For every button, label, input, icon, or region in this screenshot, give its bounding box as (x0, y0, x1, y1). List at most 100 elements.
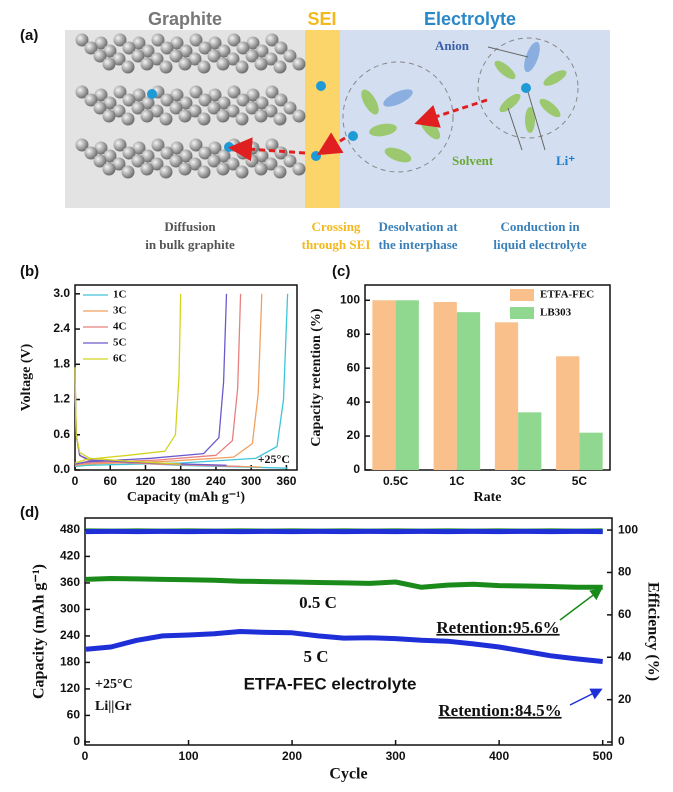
graphite-atom (140, 162, 154, 176)
caption: Desolvation at (378, 219, 458, 234)
bar (518, 412, 542, 470)
graphite-atom (159, 165, 173, 179)
caption: through SEI (302, 237, 371, 252)
graphite-atom (236, 41, 250, 55)
graphite-atom (255, 149, 269, 163)
graphite-atom (226, 104, 240, 118)
data-line (74, 293, 182, 465)
data-line (74, 293, 263, 468)
caption: Diffusion (164, 219, 216, 234)
graphite-atom (102, 109, 116, 123)
graphite-atom (150, 104, 164, 118)
y-tick-label: 300 (60, 602, 80, 616)
graphite-atom (283, 154, 297, 168)
y-tick-label: 60 (347, 360, 361, 374)
li-ions (147, 81, 531, 161)
y-tick-label: 1.2 (53, 392, 70, 406)
plot-frame (364, 284, 611, 471)
data-line (85, 576, 603, 590)
y-tick-label: 360 (60, 575, 80, 589)
graphite-atom (122, 146, 136, 160)
graphite-atom (131, 49, 145, 63)
y-tick-label: 80 (347, 326, 361, 340)
legend-label: 5C (113, 337, 127, 349)
graphite-atom (140, 109, 154, 123)
graphite-atom (283, 49, 297, 63)
diagram-label: Solvent (452, 153, 494, 168)
graphite-atom (103, 96, 117, 110)
annotation-arrow (559, 588, 603, 621)
y2-tick-label: 100 (618, 522, 638, 536)
graphite-atom (264, 157, 278, 171)
graphite-atom (265, 85, 279, 99)
graphite-atom (75, 33, 89, 47)
graphite-atom (188, 104, 202, 118)
graphite-atom (292, 109, 306, 123)
caption: in bulk graphite (145, 237, 235, 252)
graphite-atom (226, 52, 240, 66)
graphite-atom (283, 101, 297, 115)
graphite-atom (217, 44, 231, 58)
graphite-atom (160, 146, 174, 160)
graphite-atom (198, 146, 212, 160)
graphite-atom (150, 52, 164, 66)
caption: liquid electrolyte (493, 237, 587, 252)
graphite-atom (255, 44, 269, 58)
y-axis-label: Voltage (V) (19, 343, 34, 411)
graphite-atom (179, 96, 193, 110)
molecules (361, 41, 567, 163)
y-tick-label: 3.0 (53, 286, 70, 300)
graphite-atom (170, 36, 184, 50)
graphite-atom (188, 157, 202, 171)
graphite-atom (93, 101, 107, 115)
graphite-atom (273, 60, 287, 74)
y-tick-label: 40 (347, 394, 361, 408)
x-tick-label: 500 (593, 749, 613, 763)
region-title: Graphite (148, 9, 222, 29)
y-tick-label: 2.4 (53, 321, 70, 335)
x-axis-label: Rate (474, 490, 502, 505)
sei-region (305, 30, 340, 208)
graphite-atom (132, 141, 146, 155)
x-tick-label: 400 (489, 749, 509, 763)
graphite-atom (179, 44, 193, 58)
graphite-atom (170, 141, 184, 155)
annotation: +25°C (258, 452, 290, 466)
plot-frame (74, 284, 298, 471)
x-tick-label: 3C (510, 474, 526, 488)
panel-label: (a) (20, 27, 38, 44)
diagram-label: Li⁺ (556, 153, 575, 168)
annotation: ETFA-FEC electrolyte (244, 674, 417, 693)
graphite-atom (245, 49, 259, 63)
graphite-atom (94, 141, 108, 155)
bar (556, 356, 580, 470)
graphite-atom (255, 96, 269, 110)
graphite-atom (227, 85, 241, 99)
graphite-atom (235, 165, 249, 179)
legend-label: ETFA-FEC (540, 289, 594, 301)
x-tick-label: 0.5C (383, 474, 409, 488)
graphite-atom (103, 149, 117, 163)
x-tick-label: 0 (82, 749, 89, 763)
caption: the interphase (378, 237, 457, 252)
y-axis-label: Capacity retention (%) (309, 308, 324, 446)
graphite-layers (75, 33, 306, 179)
graphite-atom (112, 52, 126, 66)
graphite-atom (102, 162, 116, 176)
graphite-atom (151, 138, 165, 152)
data-line (74, 293, 289, 469)
y-tick-label: 60 (67, 708, 81, 722)
graphite-atom (179, 149, 193, 163)
graphite-atom (140, 57, 154, 71)
legend-label: 1C (113, 289, 127, 301)
y-tick-label: 0 (353, 462, 360, 476)
label-leaders (487, 46, 546, 151)
graphite-atom (94, 36, 108, 50)
graphite-atom (217, 149, 231, 163)
panel-label: (b) (20, 263, 39, 280)
graphite-atom (131, 154, 145, 168)
annotation: Li||Gr (95, 699, 132, 714)
y2-tick-label: 20 (618, 692, 632, 706)
y-tick-label: 420 (60, 549, 80, 563)
x-tick-label: 200 (282, 749, 302, 763)
